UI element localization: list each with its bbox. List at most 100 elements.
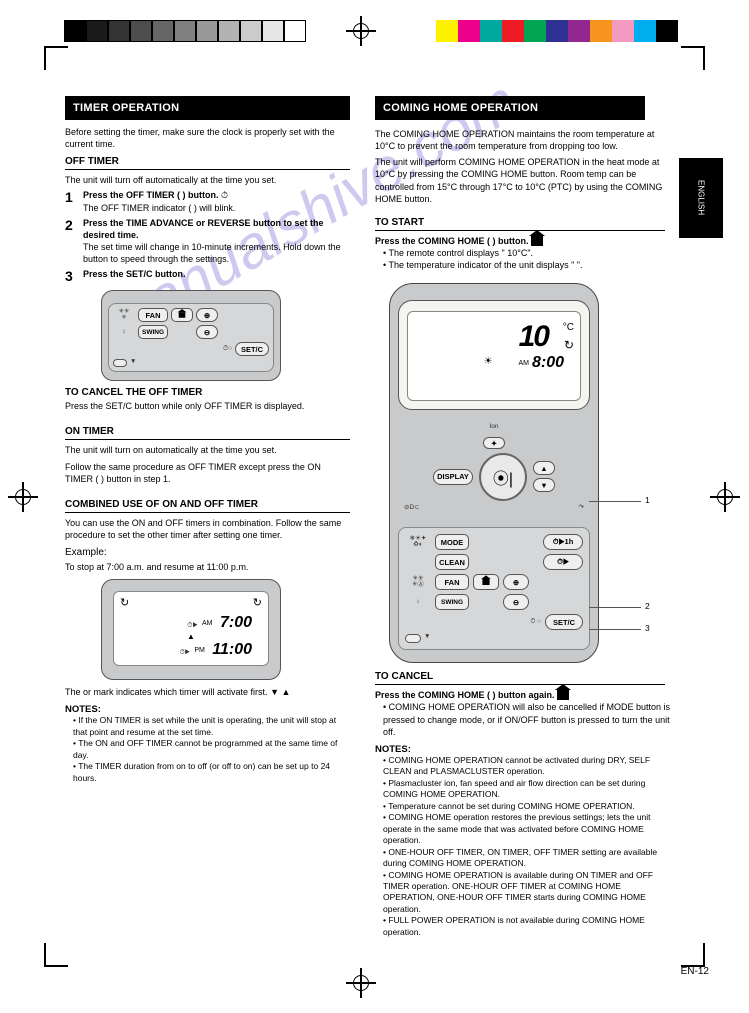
note-item: Temperature cannot be set during COMING … <box>383 801 675 812</box>
note-item: ONE-HOUR OFF TIMER, ON TIMER, OFF TIMER … <box>383 847 675 870</box>
step-number: 3 <box>65 268 77 284</box>
callout-3: 3 <box>645 623 650 633</box>
crop-mark <box>44 965 68 967</box>
combined-timer-heading: COMBINED USE OF ON AND OFF TIMER <box>65 499 350 510</box>
example-label: Example: <box>65 547 107 558</box>
cominghome-intro1: The COMING HOME OPERATION maintains the … <box>375 128 665 152</box>
off-timer-note: The unit will turn off automatically at … <box>65 174 350 186</box>
example-text: To stop at 7:00 a.m. and resume at 11:00… <box>65 561 350 573</box>
start-heading: TO START <box>375 217 675 228</box>
step-number: 2 <box>65 217 77 266</box>
cancel-heading: TO CANCEL <box>375 671 675 682</box>
callout-line <box>589 501 641 502</box>
reset-button <box>405 634 421 643</box>
sun-icon: ☀ <box>484 356 493 367</box>
on-timer-heading: ON TIMER <box>65 426 350 437</box>
remote-control-figure: 10 °C ↻ ☀ AM8:00 Ion ✦ DISPLAY ⦿| <box>389 283 599 663</box>
intro-text: Before setting the timer, make sure the … <box>65 126 350 150</box>
swirl-icon: ↻ <box>564 338 574 352</box>
minus-button: ⊖ <box>196 325 218 339</box>
cancel-sub: • COMING HOME OPERATION will also be can… <box>383 701 675 737</box>
off-time: 7:00 <box>220 614 252 631</box>
crop-mark <box>703 943 705 967</box>
crop-mark <box>44 943 46 967</box>
swing-button: SWING <box>138 325 168 339</box>
section-title-cominghome: COMING HOME OPERATION <box>375 96 645 120</box>
start-step: Press the COMING HOME ( ) button. <box>375 236 529 246</box>
setc-button: SET/C <box>545 614 583 630</box>
step2-text: Press the TIME ADVANCE or REVERSE button… <box>83 218 324 240</box>
on-ampm: PM <box>194 647 205 654</box>
home-button <box>171 308 193 322</box>
cancel-off-timer-heading: TO CANCEL THE OFF TIMER <box>65 387 350 398</box>
arrow-note: The or mark indicates which timer will a… <box>65 686 350 698</box>
registration-mark <box>710 482 740 512</box>
crop-mark <box>44 46 68 48</box>
off-timer-heading: OFF TIMER <box>65 156 350 167</box>
page-number: EN-12 <box>681 966 709 977</box>
right-column: COMING HOME OPERATION The COMING HOME OP… <box>375 96 675 938</box>
registration-mark <box>346 968 376 998</box>
registration-mark <box>8 482 38 512</box>
ion-label: Ion <box>404 424 584 431</box>
temp-down-button: ▼ <box>533 478 555 492</box>
start-sub2: • The temperature indicator of the unit … <box>383 259 675 271</box>
crop-mark <box>703 46 705 70</box>
cominghome-button <box>473 574 499 590</box>
fan-button: FAN <box>435 574 469 590</box>
cancel-text: Press the COMING HOME ( ) button again. <box>375 690 555 700</box>
notes-heading: NOTES: <box>375 744 675 755</box>
note-item: The ON and OFF TIMER cannot be programme… <box>73 738 350 761</box>
language-tab: ENGLISH <box>679 158 723 238</box>
step1-text: Press the OFF TIMER ( ) button. <box>83 190 219 200</box>
clock-icon: ⏱ <box>221 190 228 200</box>
note-item: The TIMER duration from on to off (or of… <box>73 761 350 784</box>
ion-button: ✦ <box>483 437 505 449</box>
fan-button: FAN <box>138 308 168 322</box>
mode-icons: ❄☀✦♻◐ <box>405 536 431 549</box>
on-time: 11:00 <box>212 641 252 658</box>
clean-button: CLEAN <box>435 554 469 570</box>
callout-line <box>589 629 641 630</box>
mode-button: MODE <box>435 534 469 550</box>
lcd-ampm: AM <box>518 360 529 367</box>
start-sub1: • The remote control displays " 10°C". <box>383 247 675 259</box>
clock-icon: ⏱ ○ <box>530 619 541 626</box>
cancel-off-timer-text: Press the SET/C button while only OFF TI… <box>65 400 350 412</box>
lcd-unit: °C <box>563 322 574 333</box>
on-timer-body: Follow the same procedure as OFF TIMER e… <box>65 461 350 485</box>
note-item: Plasmacluster ion, fan speed and air flo… <box>383 778 675 801</box>
cmyk-colorbar <box>436 20 678 42</box>
onehour-timer-button: ⏱▶1h <box>543 534 583 550</box>
time-advance-button: ⊕ <box>503 574 529 590</box>
off-ampm: AM <box>202 620 213 627</box>
dc-icon: ⊘D⊂ <box>404 505 420 512</box>
note-item: COMING HOME OPERATION is available durin… <box>383 870 675 916</box>
mini-remote-figure-2: ↻ ↻ ⏱▶ AM 7:00 ▲ ⏱▶ PM 11:00 <box>101 579 281 680</box>
setc-button: SET/C <box>235 342 269 356</box>
fan-icons: ✳✳✳Ⓐ <box>405 576 431 589</box>
note-item: If the ON TIMER is set while the unit is… <box>73 715 350 738</box>
cominghome-intro2: The unit will perform COMING HOME OPERAT… <box>375 156 665 205</box>
step2-sub: The set time will change in 10-minute in… <box>83 241 350 265</box>
swing-icon: ↕ <box>405 599 431 606</box>
house-icon <box>531 236 543 246</box>
section-title-timer: TIMER OPERATION <box>65 96 350 120</box>
lcd-temp: 10 <box>414 320 574 354</box>
fullpower-icon: ↷ <box>579 505 584 512</box>
on-timer-note: The unit will turn on automatically at t… <box>65 444 350 456</box>
crop-mark <box>44 46 46 70</box>
combined-timer-body: You can use the ON and OFF timers in com… <box>65 517 350 541</box>
temp-up-button: ▲ <box>533 461 555 475</box>
time-reverse-button: ⊖ <box>503 594 529 610</box>
lcd-clock: 8:00 <box>532 354 564 371</box>
notes-heading: NOTES: <box>65 704 350 715</box>
swing-button: SWING <box>435 594 469 610</box>
mini-remote-figure-1: ✳✳✳ FAN ⊕ ↕ SWING ⊖ ⏱○ SET/C ▼ <box>101 290 281 381</box>
grayscale-colorbar <box>64 20 306 42</box>
callout-line <box>589 607 641 608</box>
step1-sub: The OFF TIMER indicator ( ) will blink. <box>83 202 235 214</box>
power-button: ⦿| <box>479 453 527 501</box>
display-button: DISPLAY <box>433 469 473 485</box>
note-item: COMING HOME OPERATION cannot be activate… <box>383 755 675 778</box>
